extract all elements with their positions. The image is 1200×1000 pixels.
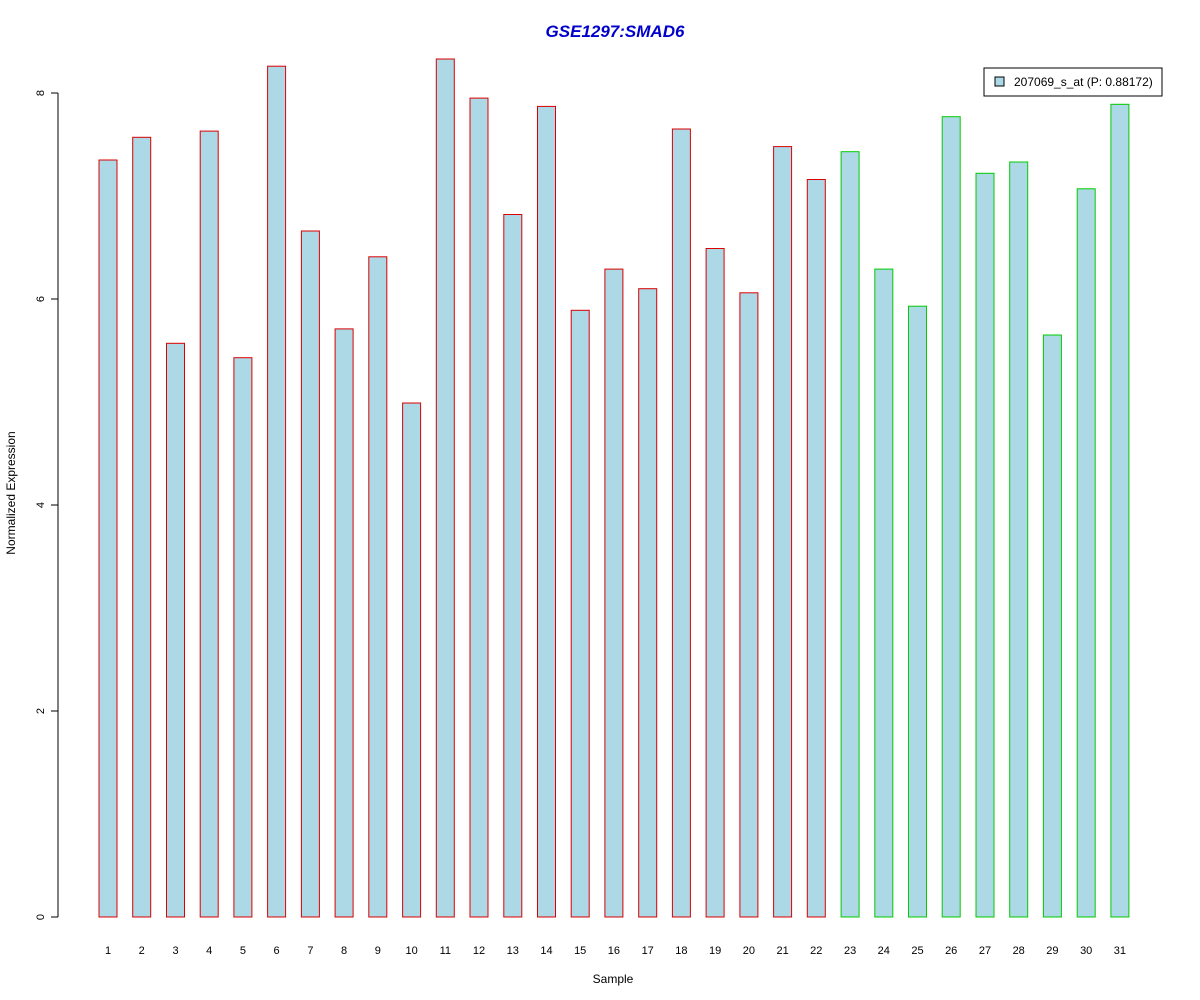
legend: 207069_s_at (P: 0.88172) (983, 67, 1163, 97)
x-tick-label: 21 (776, 945, 788, 957)
x-tick-label: 1 (105, 945, 111, 957)
x-tick-label: 22 (810, 945, 822, 957)
x-tick-label: 19 (709, 945, 721, 957)
y-tick-label: 8 (35, 90, 47, 96)
x-tick-label: 13 (507, 945, 519, 957)
bar-sample-30 (1076, 188, 1096, 918)
x-tick-label: 30 (1080, 945, 1092, 957)
y-axis-title: Normalized Expression (4, 431, 18, 554)
x-tick-label: 26 (945, 945, 957, 957)
bar-sample-31 (1110, 103, 1130, 918)
bar-sample-10 (402, 402, 422, 918)
x-tick-label: 16 (608, 945, 620, 957)
bar-sample-5 (233, 357, 253, 918)
bar-sample-16 (604, 268, 624, 918)
legend-label: 207069_s_at (P: 0.88172) (1014, 75, 1153, 89)
bars (98, 58, 1130, 918)
bar-sample-11 (435, 58, 455, 918)
bar-sample-9 (368, 256, 388, 918)
chart-title: GSE1297:SMAD6 (546, 22, 685, 41)
x-tick-label: 20 (743, 945, 755, 957)
x-tick-label: 3 (172, 945, 178, 957)
x-tick-label: 27 (979, 945, 991, 957)
bar-sample-22 (806, 179, 826, 918)
bar-sample-3 (166, 342, 185, 918)
bar-sample-7 (300, 230, 320, 918)
bar-sample-29 (1042, 334, 1062, 918)
bar-sample-20 (739, 292, 759, 918)
bar-sample-12 (469, 97, 489, 918)
x-tick-label: 2 (139, 945, 145, 957)
x-tick-label: 18 (675, 945, 687, 957)
x-tick-label: 4 (206, 945, 212, 957)
bar-sample-14 (537, 105, 556, 918)
x-tick-labels: 1 2 3 4 5 6 7 8 9 10 11 12 13 14 15 16 17 18 19 20 21 22 23 24 2… (105, 945, 1126, 957)
x-tick-label: 28 (1013, 945, 1025, 957)
bar-sample-13 (503, 214, 523, 918)
x-tick-label: 15 (574, 945, 586, 957)
bar-sample-18 (671, 128, 691, 918)
bar-sample-1 (98, 159, 118, 918)
x-tick-label: 9 (375, 945, 381, 957)
bar-sample-23 (840, 151, 860, 918)
bar-sample-27 (975, 172, 995, 918)
y-tick-label: 2 (35, 708, 47, 714)
legend-box (983, 67, 1163, 97)
x-tick-label: 14 (540, 945, 552, 957)
bar-sample-25 (908, 305, 927, 918)
y-tick-label: 0 (35, 914, 47, 920)
y-tick-label: 6 (35, 296, 47, 302)
bar-sample-6 (267, 65, 287, 918)
y-tick-label: 4 (35, 502, 47, 508)
x-tick-label: 7 (307, 945, 313, 957)
bar-sample-21 (773, 146, 793, 918)
bar-sample-2 (132, 136, 152, 918)
bar-sample-8 (334, 328, 354, 918)
bar-sample-17 (638, 288, 658, 918)
x-tick-label: 25 (911, 945, 923, 957)
legend-swatch (994, 76, 1005, 87)
x-tick-label: 23 (844, 945, 856, 957)
x-tick-label: 6 (274, 945, 280, 957)
x-tick-label: 8 (341, 945, 347, 957)
x-tick-label: 31 (1114, 945, 1126, 957)
x-tick-label: 10 (405, 945, 417, 957)
x-tick-label: 17 (642, 945, 654, 957)
bar-sample-15 (570, 309, 590, 918)
y-axis: 0 2 4 6 8 (35, 90, 59, 920)
bar-sample-28 (1009, 161, 1029, 918)
x-tick-label: 12 (473, 945, 485, 957)
x-tick-label: 29 (1046, 945, 1058, 957)
x-tick-label: 24 (878, 945, 890, 957)
x-tick-label: 11 (440, 945, 451, 957)
bar-sample-19 (705, 248, 725, 918)
bar-sample-24 (874, 268, 894, 918)
bar-sample-4 (199, 130, 219, 918)
x-tick-label: 5 (240, 945, 246, 957)
x-axis-title: Sample (593, 972, 634, 986)
bar-sample-26 (941, 116, 961, 918)
